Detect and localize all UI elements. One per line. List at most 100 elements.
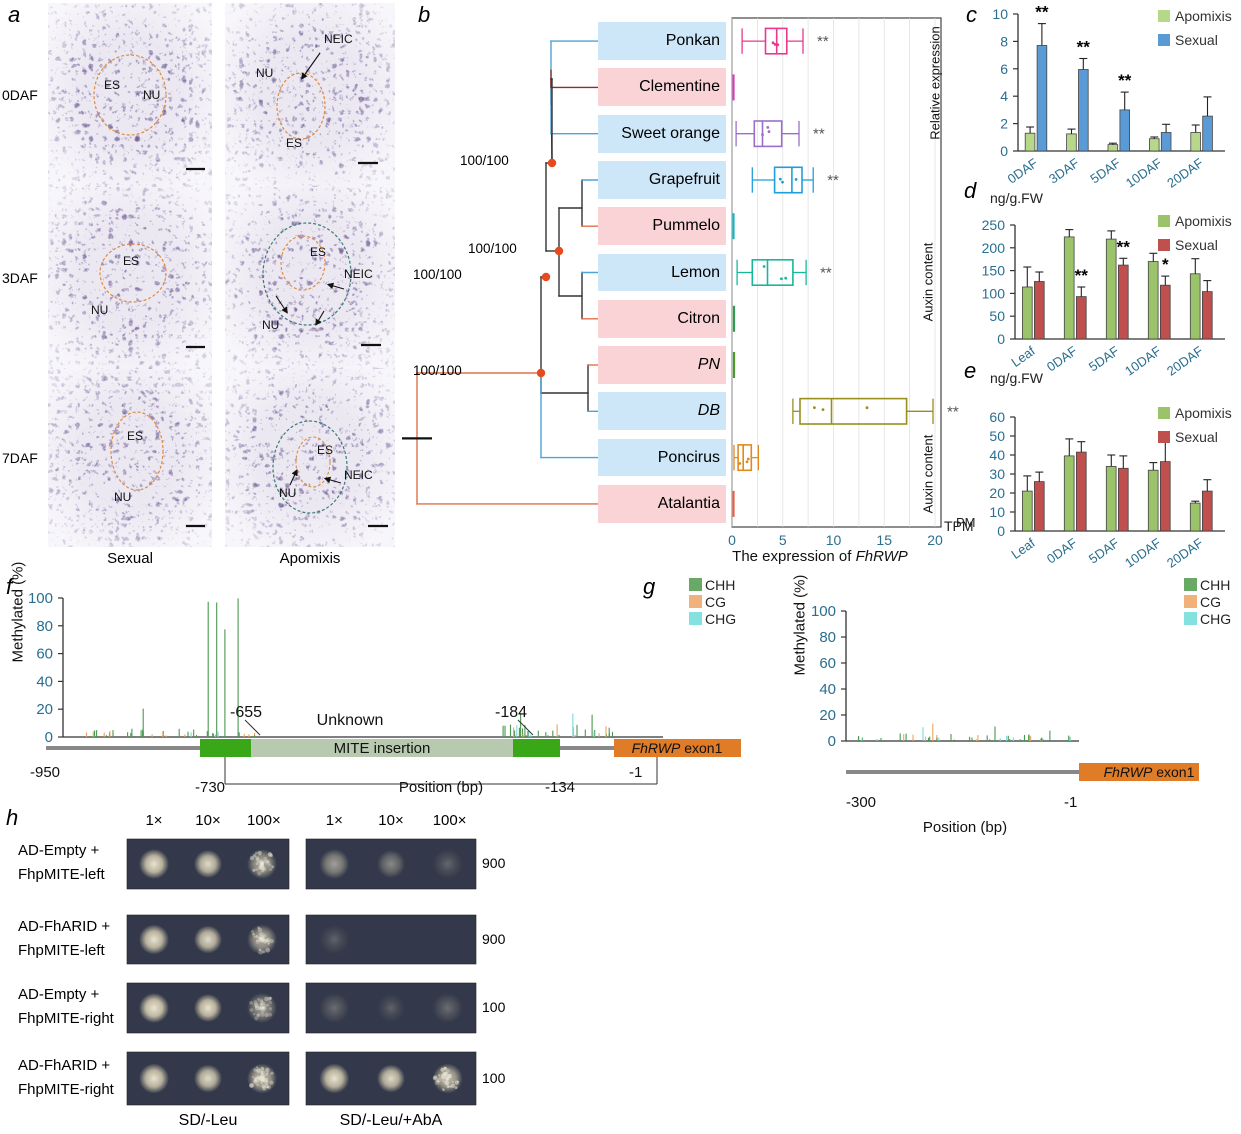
svg-text:Leaf: Leaf (1008, 343, 1038, 370)
svg-text:0DAF: 0DAF (1005, 155, 1041, 186)
svg-text:CG: CG (1200, 594, 1221, 610)
svg-text:NEIC: NEIC (344, 267, 373, 281)
svg-text:CHG: CHG (1200, 611, 1231, 627)
svg-text:5DAF: 5DAF (1086, 343, 1122, 374)
svg-text:NU: NU (256, 66, 273, 80)
svg-text:**: ** (827, 172, 839, 189)
svg-text:10: 10 (989, 504, 1005, 520)
svg-text:**: ** (1077, 38, 1091, 57)
svg-text:Sexual: Sexual (1175, 429, 1218, 445)
svg-text:CHH: CHH (1200, 577, 1230, 593)
svg-text:10DAF: 10DAF (1122, 343, 1164, 379)
svg-text:40: 40 (36, 673, 53, 690)
svg-text:**: ** (817, 33, 829, 50)
svg-text:-1: -1 (1064, 794, 1077, 811)
svg-text:5DAF: 5DAF (1086, 535, 1122, 566)
svg-text:3DAF: 3DAF (1046, 155, 1082, 186)
svg-text:NU: NU (143, 88, 160, 102)
svg-text:150: 150 (982, 263, 1006, 279)
svg-text:80: 80 (819, 629, 836, 646)
svg-text:30: 30 (989, 466, 1005, 482)
svg-text:-1: -1 (629, 764, 642, 781)
svg-text:20: 20 (819, 707, 836, 724)
svg-text:10DAF: 10DAF (1122, 535, 1164, 571)
svg-text:ES: ES (127, 429, 143, 443)
svg-text:-655: -655 (230, 704, 262, 721)
svg-text:NU: NU (262, 318, 279, 332)
svg-text:8: 8 (1000, 33, 1008, 49)
svg-text:ES: ES (317, 443, 333, 457)
svg-text:-134: -134 (545, 779, 575, 796)
svg-text:-300: -300 (846, 794, 876, 811)
svg-text:0: 0 (828, 733, 836, 750)
svg-text:NU: NU (114, 490, 131, 504)
svg-text:20DAF: 20DAF (1164, 535, 1206, 571)
svg-text:Unknown: Unknown (317, 712, 384, 729)
svg-text:0: 0 (997, 523, 1005, 539)
svg-text:100: 100 (28, 590, 53, 607)
svg-text:Apomixis: Apomixis (1175, 405, 1232, 421)
svg-text:4: 4 (1000, 88, 1008, 104)
svg-text:ES: ES (286, 136, 302, 150)
svg-text:FhRWP exon1: FhRWP exon1 (1104, 764, 1195, 780)
svg-text:80: 80 (36, 618, 53, 635)
svg-text:-950: -950 (30, 764, 60, 781)
svg-text:250: 250 (982, 217, 1006, 233)
svg-text:2: 2 (1000, 116, 1008, 132)
svg-text:5: 5 (779, 532, 787, 548)
svg-text:FhRWP exon1: FhRWP exon1 (632, 740, 723, 756)
svg-text:60: 60 (819, 655, 836, 672)
svg-text:40: 40 (819, 681, 836, 698)
svg-text:CG: CG (705, 594, 726, 610)
svg-text:Apomixis: Apomixis (1175, 213, 1232, 229)
svg-text:15: 15 (876, 532, 892, 548)
svg-text:10DAF: 10DAF (1123, 155, 1165, 191)
svg-text:Position (bp): Position (bp) (399, 779, 483, 796)
svg-text:10: 10 (826, 532, 842, 548)
svg-text:0: 0 (997, 331, 1005, 347)
svg-text:**: ** (813, 126, 825, 143)
svg-text:-730: -730 (195, 779, 225, 796)
svg-text:100: 100 (982, 285, 1006, 301)
svg-text:0DAF: 0DAF (1044, 343, 1080, 374)
svg-text:**: ** (1075, 266, 1089, 285)
svg-text:ES: ES (310, 245, 326, 259)
svg-text:MITE insertion: MITE insertion (334, 740, 431, 757)
svg-text:ES: ES (104, 78, 120, 92)
svg-text:**: ** (1035, 3, 1049, 22)
svg-text:**: ** (947, 403, 959, 420)
svg-text:20: 20 (36, 701, 53, 718)
svg-text:0DAF: 0DAF (1044, 535, 1080, 566)
svg-text:CHH: CHH (705, 577, 735, 593)
svg-text:ES: ES (123, 254, 139, 268)
svg-text:20DAF: 20DAF (1164, 155, 1206, 191)
svg-text:**: ** (820, 265, 832, 282)
svg-text:20: 20 (927, 532, 943, 548)
svg-text:Position (bp): Position (bp) (923, 819, 1007, 836)
svg-text:0: 0 (1000, 143, 1008, 159)
svg-text:60: 60 (989, 409, 1005, 425)
svg-text:NEIC: NEIC (324, 32, 353, 46)
svg-text:0: 0 (728, 532, 736, 548)
svg-text:NU: NU (91, 303, 108, 317)
svg-text:50: 50 (989, 308, 1005, 324)
svg-text:Sexual: Sexual (1175, 237, 1218, 253)
svg-text:20: 20 (989, 485, 1005, 501)
svg-text:6: 6 (1000, 61, 1008, 77)
svg-text:**: ** (1117, 237, 1131, 256)
svg-text:100: 100 (811, 603, 836, 620)
svg-text:CHG: CHG (705, 611, 736, 627)
svg-text:**: ** (1118, 71, 1132, 90)
svg-text:-184: -184 (495, 704, 527, 721)
svg-text:50: 50 (989, 428, 1005, 444)
svg-text:40: 40 (989, 447, 1005, 463)
svg-text:20DAF: 20DAF (1164, 343, 1206, 379)
svg-text:0: 0 (45, 729, 53, 746)
svg-text:Apomixis: Apomixis (1175, 8, 1232, 24)
svg-text:10: 10 (992, 6, 1008, 22)
svg-text:200: 200 (982, 240, 1006, 256)
svg-text:Leaf: Leaf (1008, 535, 1038, 562)
svg-text:60: 60 (36, 646, 53, 663)
svg-text:NEIC: NEIC (344, 468, 373, 482)
svg-text:5DAF: 5DAF (1087, 155, 1123, 186)
